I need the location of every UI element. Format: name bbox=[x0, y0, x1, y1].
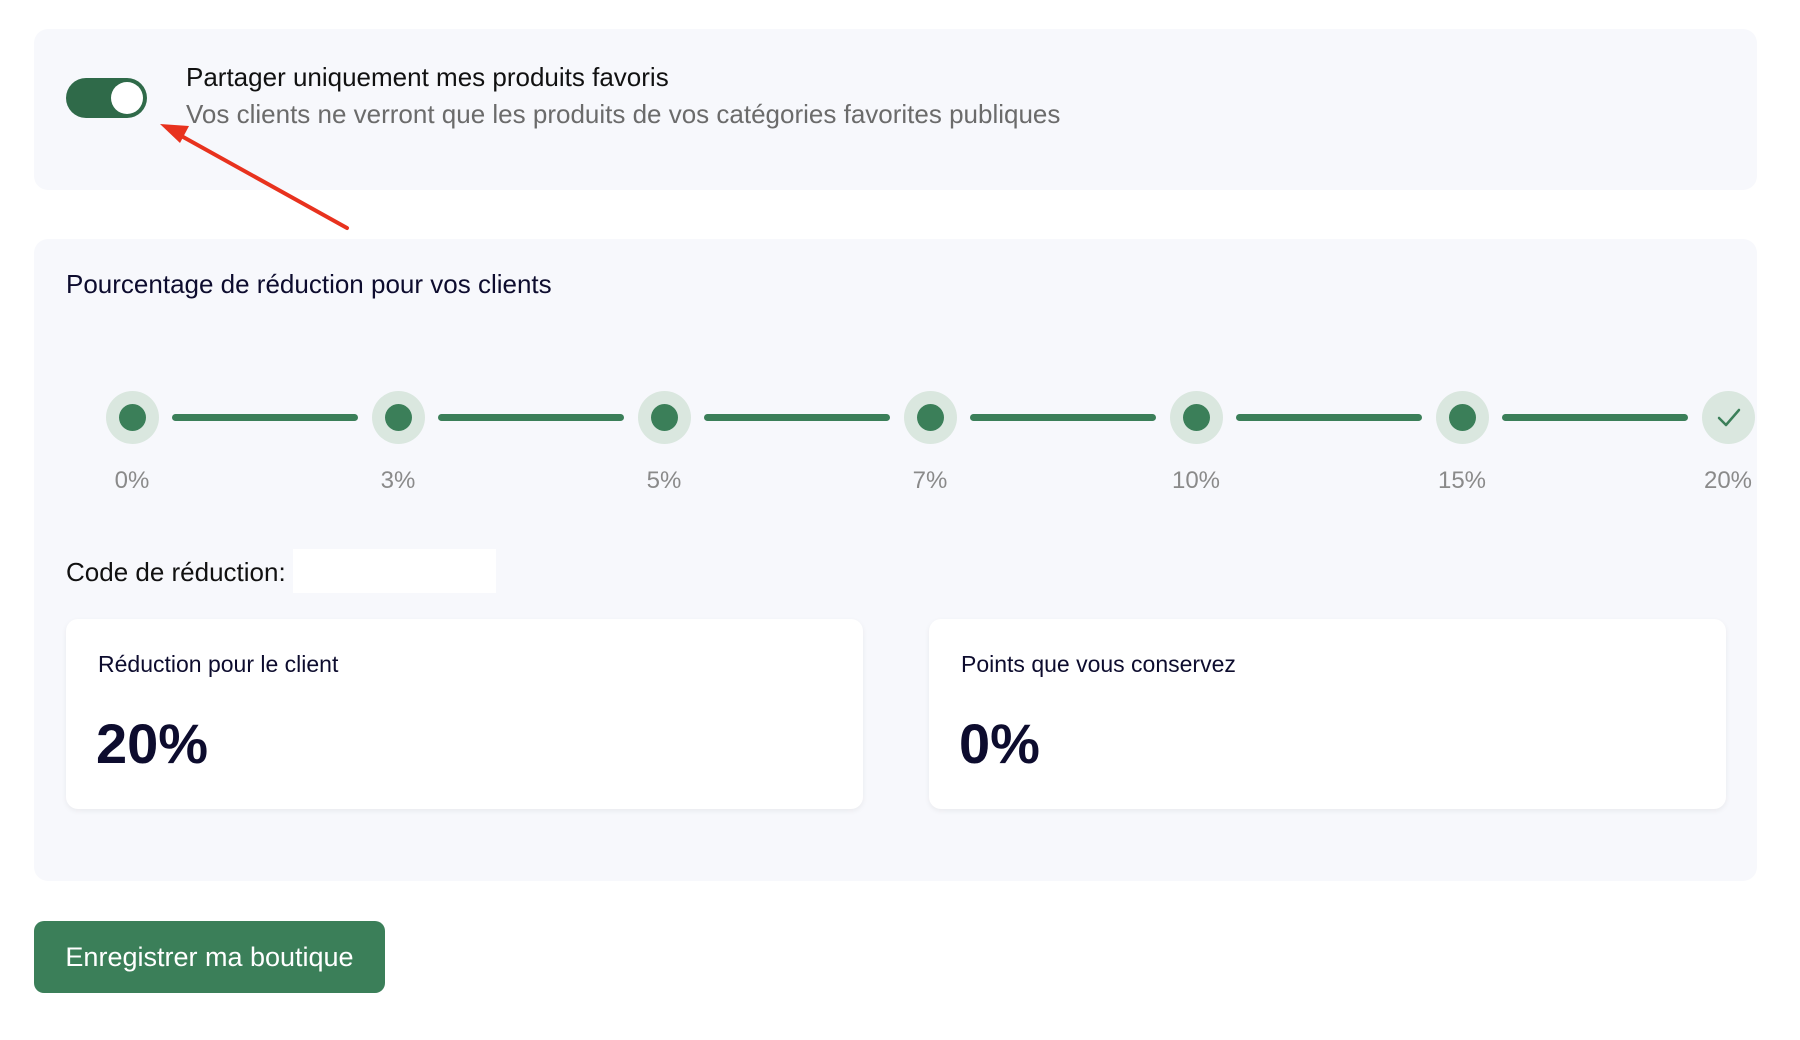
step-dot bbox=[651, 404, 678, 431]
stepper-connector bbox=[704, 414, 890, 421]
stepper-connector bbox=[438, 414, 624, 421]
step-dot bbox=[917, 404, 944, 431]
discount-step[interactable] bbox=[372, 391, 425, 444]
share-favorites-card: Partager uniquement mes produits favoris… bbox=[34, 29, 1757, 190]
stepper-connector bbox=[1502, 414, 1688, 421]
discount-stepper: 0% 3% 5% 7% 10% 15% 20% bbox=[66, 391, 1755, 511]
step-label: 20% bbox=[1703, 467, 1753, 494]
save-shop-button[interactable]: Enregistrer ma boutique bbox=[34, 921, 385, 993]
step-label: 5% bbox=[646, 467, 682, 494]
step-label: 7% bbox=[912, 467, 948, 494]
step-label: 0% bbox=[114, 467, 150, 494]
share-favorites-title: Partager uniquement mes produits favoris bbox=[186, 62, 669, 92]
step-label: 3% bbox=[380, 467, 416, 494]
step-label: 10% bbox=[1171, 467, 1221, 494]
step-label: 15% bbox=[1437, 467, 1487, 494]
toggle-knob bbox=[111, 82, 143, 114]
step-dot bbox=[385, 404, 412, 431]
points-kept-card: Points que vous conservez 0% bbox=[929, 619, 1726, 809]
discount-step[interactable] bbox=[904, 391, 957, 444]
discount-step[interactable] bbox=[1170, 391, 1223, 444]
stepper-connector bbox=[1236, 414, 1422, 421]
stepper-connector bbox=[172, 414, 358, 421]
discount-code-label: Code de réduction: bbox=[66, 557, 286, 587]
share-favorites-toggle[interactable] bbox=[66, 78, 147, 118]
step-dot bbox=[119, 404, 146, 431]
discount-card: Pourcentage de réduction pour vos client… bbox=[34, 239, 1757, 881]
client-discount-value: 20% bbox=[96, 712, 209, 775]
points-kept-label: Points que vous conservez bbox=[961, 651, 1236, 677]
discount-step[interactable] bbox=[106, 391, 159, 444]
points-kept-value: 0% bbox=[959, 712, 1040, 775]
discount-step[interactable] bbox=[638, 391, 691, 444]
discount-step[interactable] bbox=[1436, 391, 1489, 444]
step-dot bbox=[1449, 404, 1476, 431]
step-dot bbox=[1183, 404, 1210, 431]
discount-code-input[interactable] bbox=[293, 549, 496, 593]
discount-step[interactable] bbox=[1702, 391, 1755, 444]
client-discount-label: Réduction pour le client bbox=[98, 651, 339, 677]
share-favorites-description: Vos clients ne verront que les produits … bbox=[186, 99, 1061, 129]
discount-section-title: Pourcentage de réduction pour vos client… bbox=[66, 269, 552, 299]
client-discount-card: Réduction pour le client 20% bbox=[66, 619, 863, 809]
stepper-connector bbox=[970, 414, 1156, 421]
check-icon bbox=[1717, 408, 1741, 427]
